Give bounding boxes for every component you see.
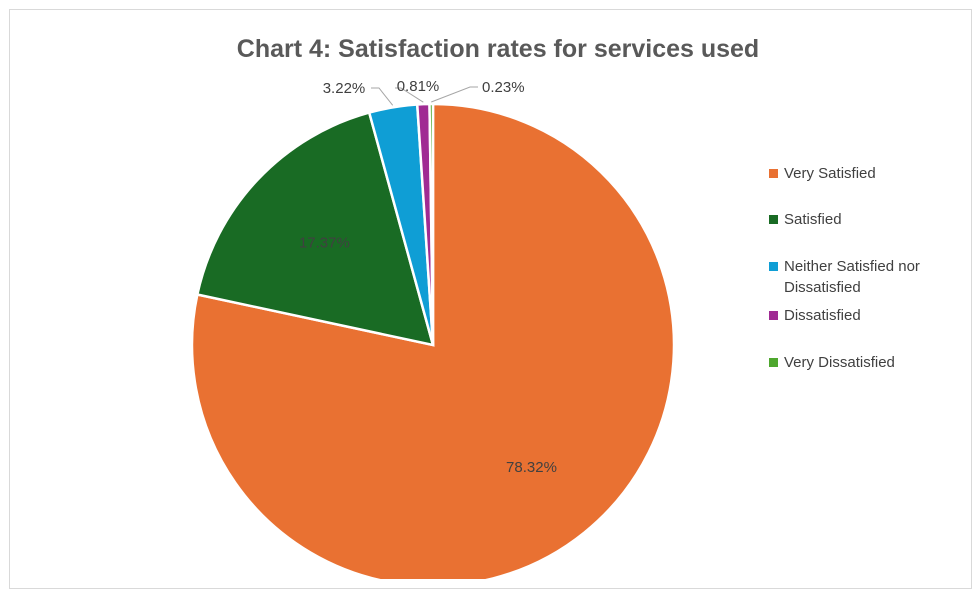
legend-label-dissatisfied: Dissatisfied bbox=[784, 307, 861, 324]
legend-swatch-neither-satisfied-nor-dissatisfied bbox=[769, 262, 778, 271]
legend-label-satisfied: Satisfied bbox=[784, 211, 842, 228]
leader-line-neither-satisfied-nor-dissatisfied bbox=[371, 87, 394, 106]
legend-label-neither-satisfied-nor-dissatisfied: Dissatisfied bbox=[784, 279, 861, 296]
data-label-dissatisfied: 0.81% bbox=[397, 78, 440, 95]
legend-item-dissatisfied: Dissatisfied bbox=[769, 307, 861, 324]
chart-title: Chart 4: Satisfaction rates for services… bbox=[237, 35, 759, 63]
legend-label-very-dissatisfied: Very Dissatisfied bbox=[784, 354, 895, 371]
pie-slice-satisfied bbox=[195, 111, 435, 347]
pie-slices bbox=[190, 102, 676, 579]
leader-line-dissatisfied bbox=[395, 87, 424, 103]
legend-swatch-very-dissatisfied bbox=[769, 358, 778, 367]
legend-swatch-satisfied bbox=[769, 215, 778, 224]
data-label-neither-satisfied-nor-dissatisfied: 3.22% bbox=[323, 80, 366, 97]
legend: Very Satisfied Satisfied Neither Satisfied… bbox=[769, 165, 920, 371]
legend-item-very-satisfied: Very Satisfied bbox=[769, 165, 876, 182]
data-label-very-satisfied: 78.32% bbox=[506, 459, 557, 476]
leader-lines bbox=[371, 86, 478, 106]
pie-slice-very-satisfied bbox=[190, 102, 676, 579]
data-label-very-dissatisfied: 0.23% bbox=[482, 79, 525, 96]
legend-label-very-satisfied: Very Satisfied bbox=[784, 165, 876, 182]
data-labels: 78.32% 17.37% 3.22% 0.81% 0.23% bbox=[299, 78, 557, 476]
data-label-satisfied: 17.37% bbox=[299, 234, 350, 251]
legend-item-neither-satisfied-nor-dissatisfied: Neither Satisfied nor Dissatisfied bbox=[769, 258, 920, 296]
legend-label-neither-satisfied-nor-dissatisfied: Neither Satisfied nor bbox=[784, 258, 920, 275]
legend-item-satisfied: Satisfied bbox=[769, 211, 842, 228]
legend-swatch-very-satisfied bbox=[769, 169, 778, 178]
pie-slice-very-dissatisfied bbox=[428, 102, 435, 346]
legend-item-very-dissatisfied: Very Dissatisfied bbox=[769, 354, 895, 371]
legend-swatch-dissatisfied bbox=[769, 311, 778, 320]
leader-line-very-dissatisfied bbox=[431, 86, 478, 103]
